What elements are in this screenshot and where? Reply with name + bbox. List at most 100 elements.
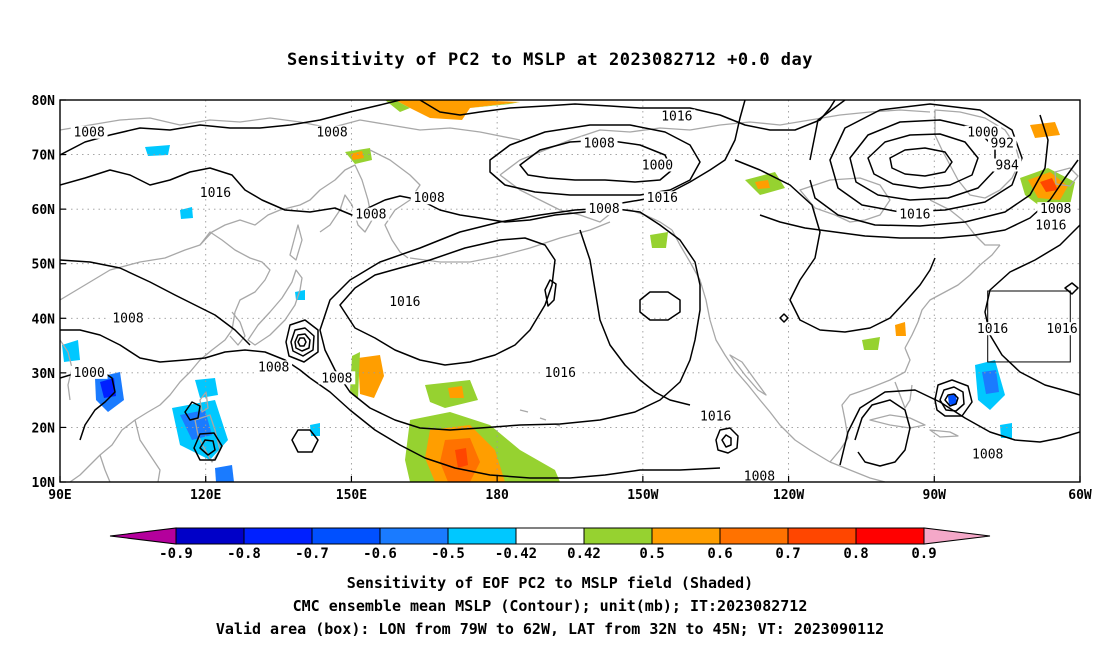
contour-label-bg bbox=[386, 294, 424, 308]
colorbar-label: -0.9 bbox=[159, 546, 193, 562]
colorbar-label: 0.42 bbox=[567, 546, 601, 562]
coast-okhotsk bbox=[199, 164, 373, 246]
coast-baja bbox=[729, 354, 767, 396]
contour-label: 1008 bbox=[112, 311, 143, 326]
contour-loop-small-east bbox=[779, 313, 789, 323]
lon-tick-label: 180 bbox=[485, 488, 509, 503]
contour-label-bg bbox=[585, 202, 623, 216]
colorbar-swatch bbox=[515, 527, 585, 545]
colorbar-swatch bbox=[175, 527, 245, 545]
coast-indochina bbox=[99, 419, 161, 482]
coastlines bbox=[60, 109, 1079, 482]
contour-label: 1016 bbox=[977, 322, 1008, 337]
lat-tick-label: 30N bbox=[32, 367, 56, 382]
contour-label: 1016 bbox=[647, 191, 678, 206]
page-title: Sensitivity of PC2 to MSLP at 2023082712… bbox=[286, 50, 813, 70]
contour-1008-asia bbox=[60, 100, 746, 223]
colorbar-label: 0.6 bbox=[707, 546, 732, 562]
shade-carolina-orange bbox=[895, 322, 906, 336]
shade-canada-orange bbox=[755, 180, 770, 189]
coast-na-west bbox=[671, 229, 831, 463]
shade-wpac-cyan bbox=[310, 423, 320, 436]
contour-1008-arctic-west bbox=[60, 100, 401, 156]
contour-high-epac bbox=[639, 291, 681, 321]
contour-label-bg bbox=[987, 136, 1017, 150]
mslp-contours bbox=[60, 100, 1080, 479]
contour-1008-atl bbox=[809, 100, 1049, 227]
coast-alaska bbox=[499, 174, 673, 231]
contour-label-bg bbox=[697, 409, 735, 423]
shade-gulf-alaska-green bbox=[650, 232, 668, 248]
coast-aleutians bbox=[409, 221, 611, 263]
contour-label: 1016 bbox=[1046, 322, 1077, 337]
contour-label-bg bbox=[109, 311, 147, 325]
colorbar-label: -0.6 bbox=[363, 546, 397, 562]
contour-wpac-low-b bbox=[193, 432, 223, 461]
colorbar-swatch bbox=[787, 527, 857, 545]
map-panel: 1008 1008 1016 1008 1000 1000 992 984 1016 1008 10… bbox=[32, 94, 1092, 503]
lon-tick-label: 120E bbox=[190, 488, 221, 503]
shade-siberia-orange bbox=[350, 151, 364, 160]
contour-1016-subtropic bbox=[579, 229, 691, 406]
contour-label-bg bbox=[1043, 322, 1081, 336]
shade-carolina-green bbox=[862, 337, 880, 350]
lat-tick-label: 60N bbox=[32, 203, 56, 218]
lat-tick-label: 20N bbox=[32, 421, 56, 436]
contour-label: 1016 bbox=[545, 366, 576, 381]
colorbar-label: -0.5 bbox=[431, 546, 465, 562]
contour-label: 1016 bbox=[899, 208, 930, 223]
contour-1008-tropics bbox=[309, 377, 721, 479]
lon-tick-label: 150W bbox=[627, 488, 658, 503]
lon-tick-label: 90E bbox=[48, 488, 71, 503]
contour-1016-outer bbox=[319, 207, 701, 431]
lon-tick-label: 150E bbox=[336, 488, 367, 503]
colorbar: -0.9 -0.8 -0.7 -0.6 -0.5 -0.42 0.42 0.5 0.6 0.7 0.… bbox=[109, 527, 991, 562]
colorbar-swatch bbox=[583, 527, 653, 545]
colorbar-swatch bbox=[379, 527, 449, 545]
shade-luzon-blue bbox=[215, 465, 234, 482]
lon-axis: 90E 120E 150E 180 150W 120W 90W 60W bbox=[48, 476, 1092, 503]
shade-okhotsk-cyan bbox=[180, 207, 193, 219]
coast-siberia-east bbox=[369, 149, 421, 259]
map-frame bbox=[59, 99, 1081, 483]
contour-typhoon-4 bbox=[285, 319, 319, 363]
colorbar-swatch bbox=[243, 527, 313, 545]
coast-taiwan bbox=[199, 391, 209, 413]
shade-nwpac-orange bbox=[358, 355, 384, 398]
colorbar-under-triangle bbox=[109, 527, 177, 545]
shade-hurricane-blue bbox=[948, 394, 957, 405]
contour-label: 1000 bbox=[73, 366, 104, 381]
contour-label-bg bbox=[580, 136, 618, 150]
caption-line-3: Valid area (box): LON from 79W to 62W, L… bbox=[215, 620, 885, 638]
contour-label: 1008 bbox=[73, 126, 104, 141]
coast-central-america bbox=[829, 461, 886, 482]
colorbar-over-triangle bbox=[923, 527, 991, 545]
contour-1016-atl bbox=[759, 159, 1079, 239]
coast-russia-arctic bbox=[60, 117, 521, 141]
coast-hudson bbox=[799, 177, 891, 223]
contour-label: 1008 bbox=[321, 371, 352, 386]
contour-label: 1016 bbox=[700, 410, 731, 425]
contour-label-bg bbox=[313, 125, 351, 139]
contour-label: 1008 bbox=[744, 470, 775, 485]
contour-label-bg bbox=[255, 360, 293, 374]
contour-label: 1008 bbox=[413, 191, 444, 206]
contour-label-bg bbox=[992, 158, 1022, 172]
contour-1008-goa bbox=[489, 124, 701, 196]
contour-hurricane-2 bbox=[939, 386, 965, 412]
contour-label-bg bbox=[643, 191, 681, 205]
coast-japan bbox=[247, 269, 303, 346]
contour-label: 992 bbox=[991, 137, 1014, 152]
contour-loop-35n bbox=[544, 279, 557, 307]
contour-label: 1016 bbox=[1035, 219, 1066, 234]
contour-1000-goa bbox=[519, 139, 673, 183]
contour-label-bg bbox=[1037, 202, 1075, 216]
contour-label: 1008 bbox=[588, 202, 619, 217]
shade-atl-cyan bbox=[1000, 423, 1012, 438]
coast-canada-arctic bbox=[689, 109, 931, 131]
contour-labels: 1008 1008 1016 1008 1000 1000 992 984 1016 1008 10… bbox=[70, 109, 1081, 485]
shade-cpac-orange-a bbox=[448, 386, 464, 398]
contour-epac-low-2 bbox=[715, 427, 739, 454]
contour-1016-npac-high bbox=[339, 237, 556, 366]
